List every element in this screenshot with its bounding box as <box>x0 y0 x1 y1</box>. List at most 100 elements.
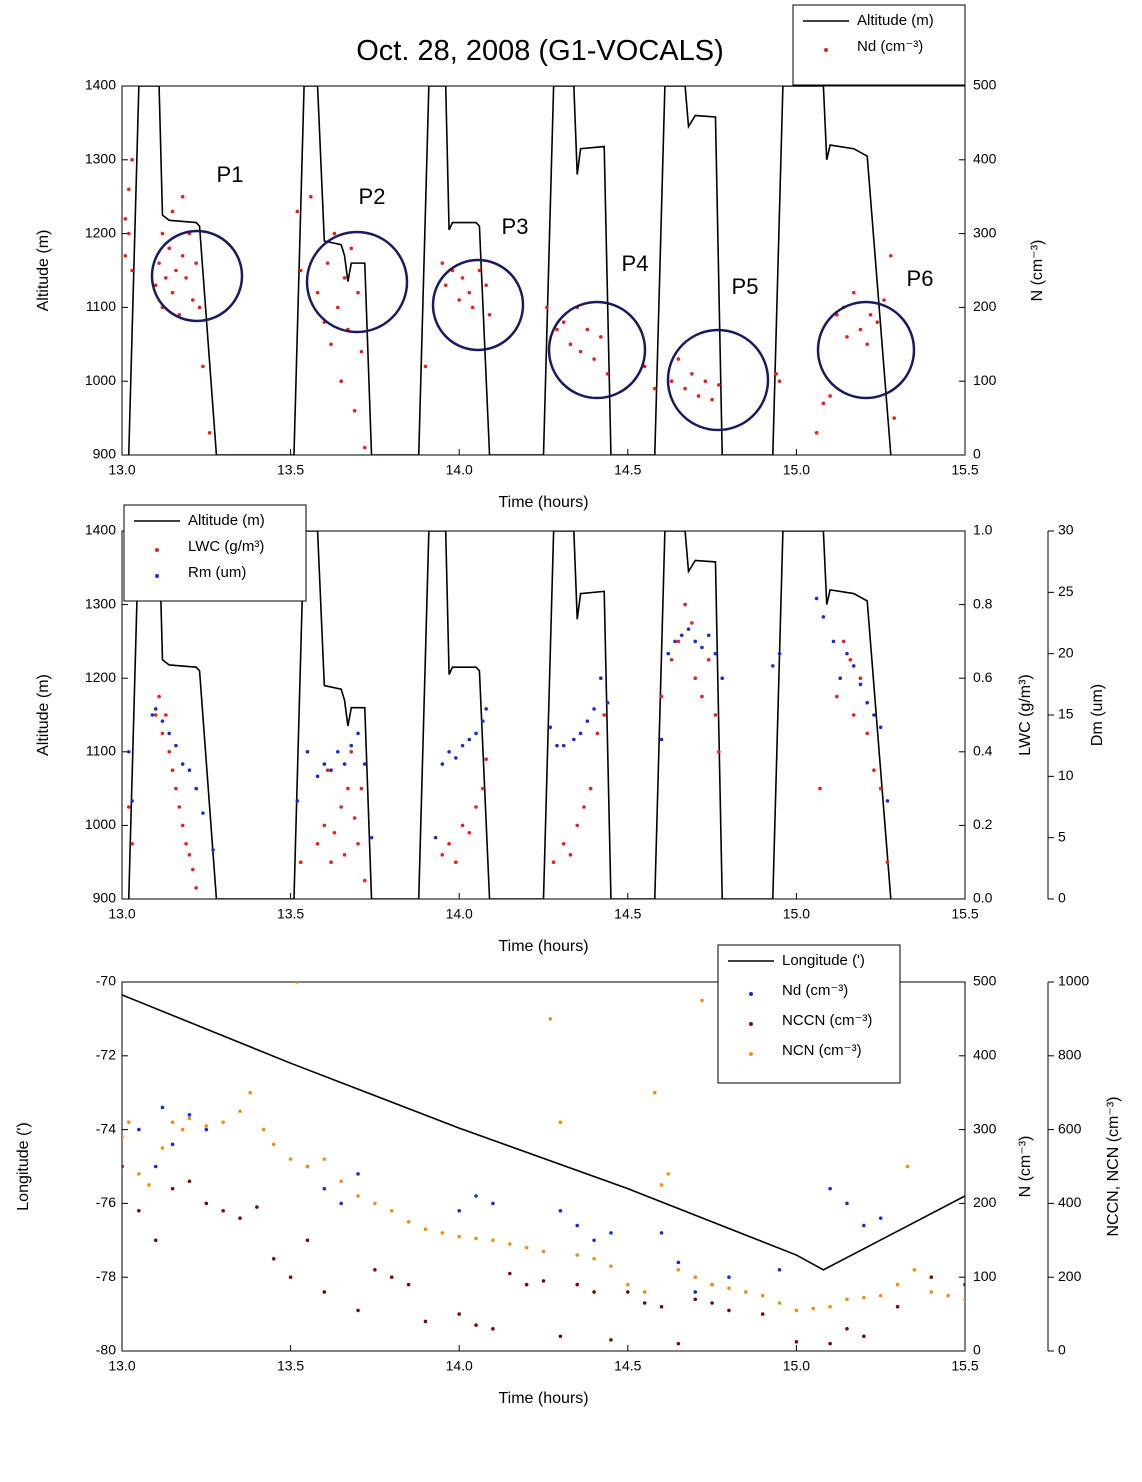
x-tick-label: 14.0 <box>446 1358 473 1374</box>
data-point <box>676 1268 681 1272</box>
data-point <box>693 1275 698 1279</box>
data-point <box>271 1142 276 1147</box>
data-point <box>609 1231 613 1235</box>
period-circle <box>305 230 409 334</box>
data-point <box>669 658 674 662</box>
data-point <box>440 853 445 857</box>
x-axis-label: Time (hours) <box>498 494 588 511</box>
data-point <box>255 1205 259 1209</box>
y2-tick-label: 1.0 <box>973 522 993 538</box>
y2-tick-label: 0 <box>973 1342 981 1358</box>
data-point <box>605 700 610 705</box>
y2-axis-label: LWC (g/m³) <box>1017 674 1034 755</box>
y-tick-label: -72 <box>96 1047 116 1063</box>
data-point <box>845 1201 849 1206</box>
data-point <box>389 1275 394 1279</box>
data-point <box>545 305 549 310</box>
x-axis-label: Time (hours) <box>498 1390 588 1407</box>
plot-area <box>126 531 892 899</box>
data-point <box>679 633 684 638</box>
data-point <box>578 731 583 736</box>
data-point <box>440 1231 445 1235</box>
data-point <box>130 842 134 846</box>
data-point <box>602 713 606 717</box>
data-point <box>211 848 215 852</box>
data-point <box>858 327 863 332</box>
y2-axis-label: N (cm⁻³) <box>1029 240 1046 302</box>
legend-label: Longitude (') <box>782 952 865 969</box>
data-point <box>356 290 360 295</box>
data-point <box>592 1290 596 1294</box>
data-point <box>191 298 195 302</box>
data-point <box>474 731 478 736</box>
data-point <box>174 268 178 273</box>
data-point <box>123 217 128 221</box>
data-point <box>346 786 350 791</box>
data-point <box>868 312 873 317</box>
data-point <box>575 1223 580 1228</box>
data-point <box>524 1282 529 1287</box>
data-point <box>693 1290 698 1294</box>
data-point <box>865 342 870 347</box>
y-tick-label: 900 <box>93 446 117 462</box>
legend-label: Altitude (m) <box>857 12 934 29</box>
data-point <box>457 298 462 302</box>
data-point <box>373 1201 377 1206</box>
data-point <box>845 1327 849 1331</box>
x-tick-label: 15.0 <box>783 1358 810 1374</box>
data-point <box>460 823 465 828</box>
x-tick-label: 13.5 <box>277 462 304 478</box>
legend-label: NCCN (cm⁻³) <box>782 1012 872 1029</box>
y3-tick-label: 600 <box>1058 1120 1082 1136</box>
data-point <box>851 664 856 668</box>
data-point <box>895 1282 900 1287</box>
y2-tick-label: 400 <box>973 1047 997 1063</box>
data-point <box>164 713 168 717</box>
data-point <box>194 786 198 791</box>
data-point <box>794 1339 799 1344</box>
data-point <box>659 737 664 742</box>
y3-tick-label: 200 <box>1058 1268 1082 1284</box>
data-point <box>599 676 603 680</box>
data-point <box>727 1308 731 1313</box>
data-point <box>835 694 839 699</box>
y2-tick-label: 0.6 <box>973 669 993 685</box>
data-point <box>659 1304 664 1309</box>
data-point <box>760 1293 765 1298</box>
data-point <box>457 1208 462 1213</box>
data-point <box>885 799 890 803</box>
data-point <box>700 645 704 650</box>
data-point <box>150 713 155 717</box>
data-point <box>882 298 886 302</box>
data-point <box>568 342 573 347</box>
data-point <box>352 816 357 820</box>
y2-tick-label: 200 <box>973 1194 997 1210</box>
data-point <box>878 786 883 791</box>
data-point <box>592 707 596 711</box>
data-point <box>177 312 182 317</box>
data-point <box>322 762 327 766</box>
data-point <box>295 209 300 214</box>
data-point <box>423 1319 428 1324</box>
data-point <box>818 786 822 791</box>
data-point <box>851 713 856 717</box>
data-point <box>184 276 188 280</box>
data-point <box>423 364 428 369</box>
data-point <box>872 713 876 717</box>
data-point <box>777 651 782 656</box>
y2-tick-label: 0.8 <box>973 595 993 611</box>
data-point <box>690 621 694 625</box>
data-point <box>298 268 303 273</box>
y2-tick-label: 200 <box>973 298 997 314</box>
data-point <box>561 842 566 846</box>
data-point <box>305 1164 310 1169</box>
data-point <box>683 386 687 391</box>
data-point <box>157 694 161 699</box>
y2-tick-label: 400 <box>973 151 997 167</box>
data-point <box>652 1090 657 1095</box>
data-point <box>349 743 354 748</box>
data-point <box>862 1295 866 1300</box>
data-point <box>315 290 320 295</box>
x-tick-label: 14.0 <box>446 462 473 478</box>
data-point <box>892 416 896 420</box>
